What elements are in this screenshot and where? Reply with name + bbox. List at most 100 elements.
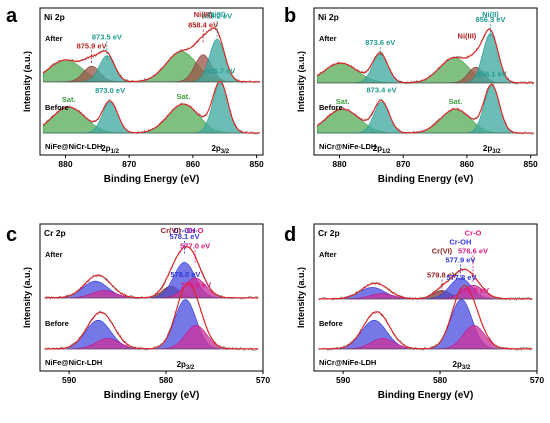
element-title: Ni 2p <box>44 12 65 22</box>
element-title: Cr 2p <box>318 228 340 238</box>
element-title: Cr 2p <box>44 228 66 238</box>
peak-energy-label: 858.4 eV <box>188 21 218 30</box>
species-label: Sat. <box>62 95 76 104</box>
peak-energy-label: 576.9 eV <box>181 280 211 289</box>
x-tick-label: 870 <box>396 159 410 169</box>
x-tick-label: 570 <box>256 375 270 385</box>
peak-energy-label: 577.0 eV <box>180 241 210 250</box>
peak-energy-label: 873.0 eV <box>95 86 125 95</box>
x-tick-label: 570 <box>530 375 544 385</box>
before-spectrum <box>316 82 534 136</box>
y-axis-title: Intensity (a.u.) <box>22 51 32 112</box>
plot-frame <box>39 223 264 372</box>
envelope-fit-line <box>316 28 534 84</box>
after-label: After <box>45 34 63 43</box>
x-tick-label: 590 <box>336 375 350 385</box>
x-tick-label: 880 <box>58 159 72 169</box>
species-label: Ni(II) <box>482 10 499 19</box>
x-axis-title: Binding Energy (eV) <box>378 390 474 401</box>
peak-energy-label: 873.6 eV <box>365 38 395 47</box>
sample-label: NiFe@NiCr-LDH <box>45 358 102 367</box>
x-tick-label: 580 <box>159 375 173 385</box>
species-label: Cr-O <box>465 228 482 237</box>
after-label: After <box>45 250 63 259</box>
peak-energy-label: 856.3 eV <box>475 15 505 24</box>
x-axis-title: Binding Energy (eV) <box>104 174 200 185</box>
after-label: After <box>319 250 337 259</box>
peak-energy-label: 577.8 eV <box>446 273 476 282</box>
panel-letter: a <box>6 5 18 27</box>
envelope-fit-line <box>42 80 260 134</box>
species-label: Cr-OH <box>449 237 471 246</box>
species-label: Cr(VI) <box>161 226 182 235</box>
before-spectrum <box>42 80 260 136</box>
x-tick-label: 870 <box>122 159 136 169</box>
peak-component <box>44 280 259 299</box>
species-label: Cr-O <box>187 226 204 235</box>
orbital-label: 2p3/2 <box>211 144 229 155</box>
orbital-label: 2p3/2 <box>483 144 501 155</box>
peak-energy-label: 873.4 eV <box>367 85 397 94</box>
species-label: Sat. <box>336 97 350 106</box>
orbital-label: 2p3/2 <box>177 360 195 371</box>
x-tick-label: 880 <box>332 159 346 169</box>
peak-energy-label: 576.6 eV <box>458 246 488 255</box>
envelope-fit-line <box>318 285 533 350</box>
after-spectrum <box>318 267 533 302</box>
x-tick-label: 860 <box>460 159 474 169</box>
x-tick-label: 580 <box>433 375 447 385</box>
peak-component <box>318 319 533 350</box>
element-title: Ni 2p <box>318 12 339 22</box>
peak-component <box>44 319 259 350</box>
envelope-fit-line <box>316 83 534 134</box>
peak-energy-label: 875.9 eV <box>77 41 107 50</box>
plot-frame <box>313 223 538 372</box>
species-label: Sat. <box>176 92 190 101</box>
peak-energy-label: 856.2 eV <box>202 12 232 21</box>
envelope-fit-line <box>44 245 259 299</box>
species-label: Cr(VI) <box>432 246 453 255</box>
orbital-label: 2p3/2 <box>453 360 471 371</box>
orbital-label: 2p1/2 <box>373 144 391 155</box>
sample-label: NiCr@NiFe-LDH <box>319 358 376 367</box>
x-axis-title: Binding Energy (eV) <box>378 174 474 185</box>
panel-b: b Ni 2p After Before NiCr@NiFe-LDH 873.6 eV 85… <box>284 5 538 185</box>
orbital-label: 2p1/2 <box>101 144 119 155</box>
species-label: Sat. <box>449 97 463 106</box>
y-axis-title: Intensity (a.u.) <box>22 267 32 328</box>
sample-label: NiCr@NiFe-LDH <box>319 142 376 151</box>
x-tick-label: 590 <box>62 375 76 385</box>
peak-energy-label: 578.0 eV <box>170 270 200 279</box>
envelope-fit-line <box>318 268 533 300</box>
panel-letter: b <box>284 5 296 27</box>
x-tick-label: 850 <box>250 159 264 169</box>
before-label: Before <box>45 319 69 328</box>
species-label: Cr-OH <box>173 226 195 235</box>
before-label: Before <box>319 103 343 112</box>
x-axis-title: Binding Energy (eV) <box>104 390 200 401</box>
plot-frame <box>39 7 264 156</box>
peak-component <box>318 299 533 350</box>
after-label: After <box>319 34 337 43</box>
species-label: Ni(II) <box>209 10 226 19</box>
peak-energy-label: 578.1 eV <box>169 232 199 241</box>
after-spectrum <box>44 245 259 301</box>
x-tick-label: 860 <box>186 159 200 169</box>
panel-letter: c <box>6 224 17 246</box>
after-spectrum <box>42 26 261 84</box>
before-label: Before <box>45 103 69 112</box>
before-spectrum <box>318 284 533 352</box>
y-axis-title: Intensity (a.u.) <box>296 51 306 112</box>
before-spectrum <box>44 281 259 351</box>
peak-energy-label: 576.5 eV <box>459 286 489 295</box>
plot-frame <box>313 7 538 156</box>
y-axis-title: Intensity (a.u.) <box>296 267 306 328</box>
species-label: Ni(III) <box>458 31 477 40</box>
envelope-fit-line <box>42 27 260 83</box>
before-label: Before <box>319 319 343 328</box>
panel-letter: d <box>284 224 296 246</box>
